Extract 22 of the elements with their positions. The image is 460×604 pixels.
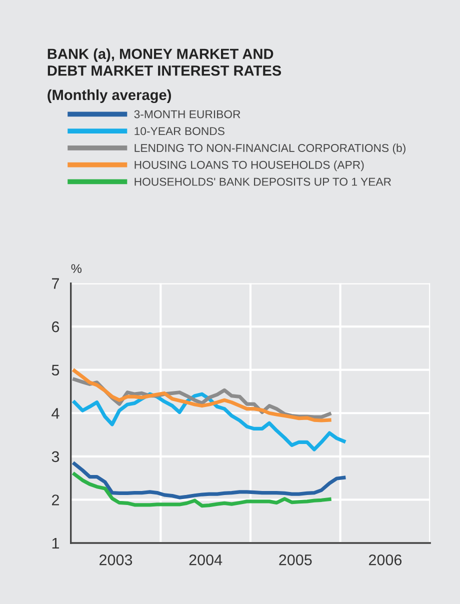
y-tick-label: 3 (52, 451, 60, 462)
y-tick-label: 2 (52, 494, 59, 506)
y-axis-title: % (71, 264, 82, 273)
x-tick-label: 2006 (368, 554, 402, 566)
legend-label: HOUSING LOANS TO HOUSEHOLDS (APR) (134, 160, 364, 172)
chart-title: BANK (a), MONEY MARKET AND DEBT MARKET INTEREST RATES (48, 48, 282, 76)
x-tick-label: 2003 (100, 554, 132, 566)
chart-subtitle: (Monthly average) (48, 89, 171, 104)
legend-label: HOUSEHOLDS' BANK DEPOSITS UP TO 1 YEAR (134, 178, 391, 186)
y-tick-label: 5 (52, 364, 60, 376)
y-tick-label: 6 (52, 321, 60, 332)
y-tick-label: 7 (52, 278, 59, 289)
x-tick-label: 2005 (279, 554, 312, 566)
legend-label: 3-MONTH EURIBOR (134, 110, 240, 118)
y-tick-label: 4 (52, 408, 60, 419)
line-series (72, 462, 346, 500)
y-tick-label: 1 (52, 538, 59, 549)
line-series (72, 472, 332, 508)
line-series (72, 368, 332, 422)
x-tick-label: 2004 (189, 554, 222, 566)
legend-label: 10-YEAR BONDS (134, 127, 224, 136)
legend-label: LENDING TO NON-FINANCIAL CORPORATIONS (b) (134, 144, 406, 154)
